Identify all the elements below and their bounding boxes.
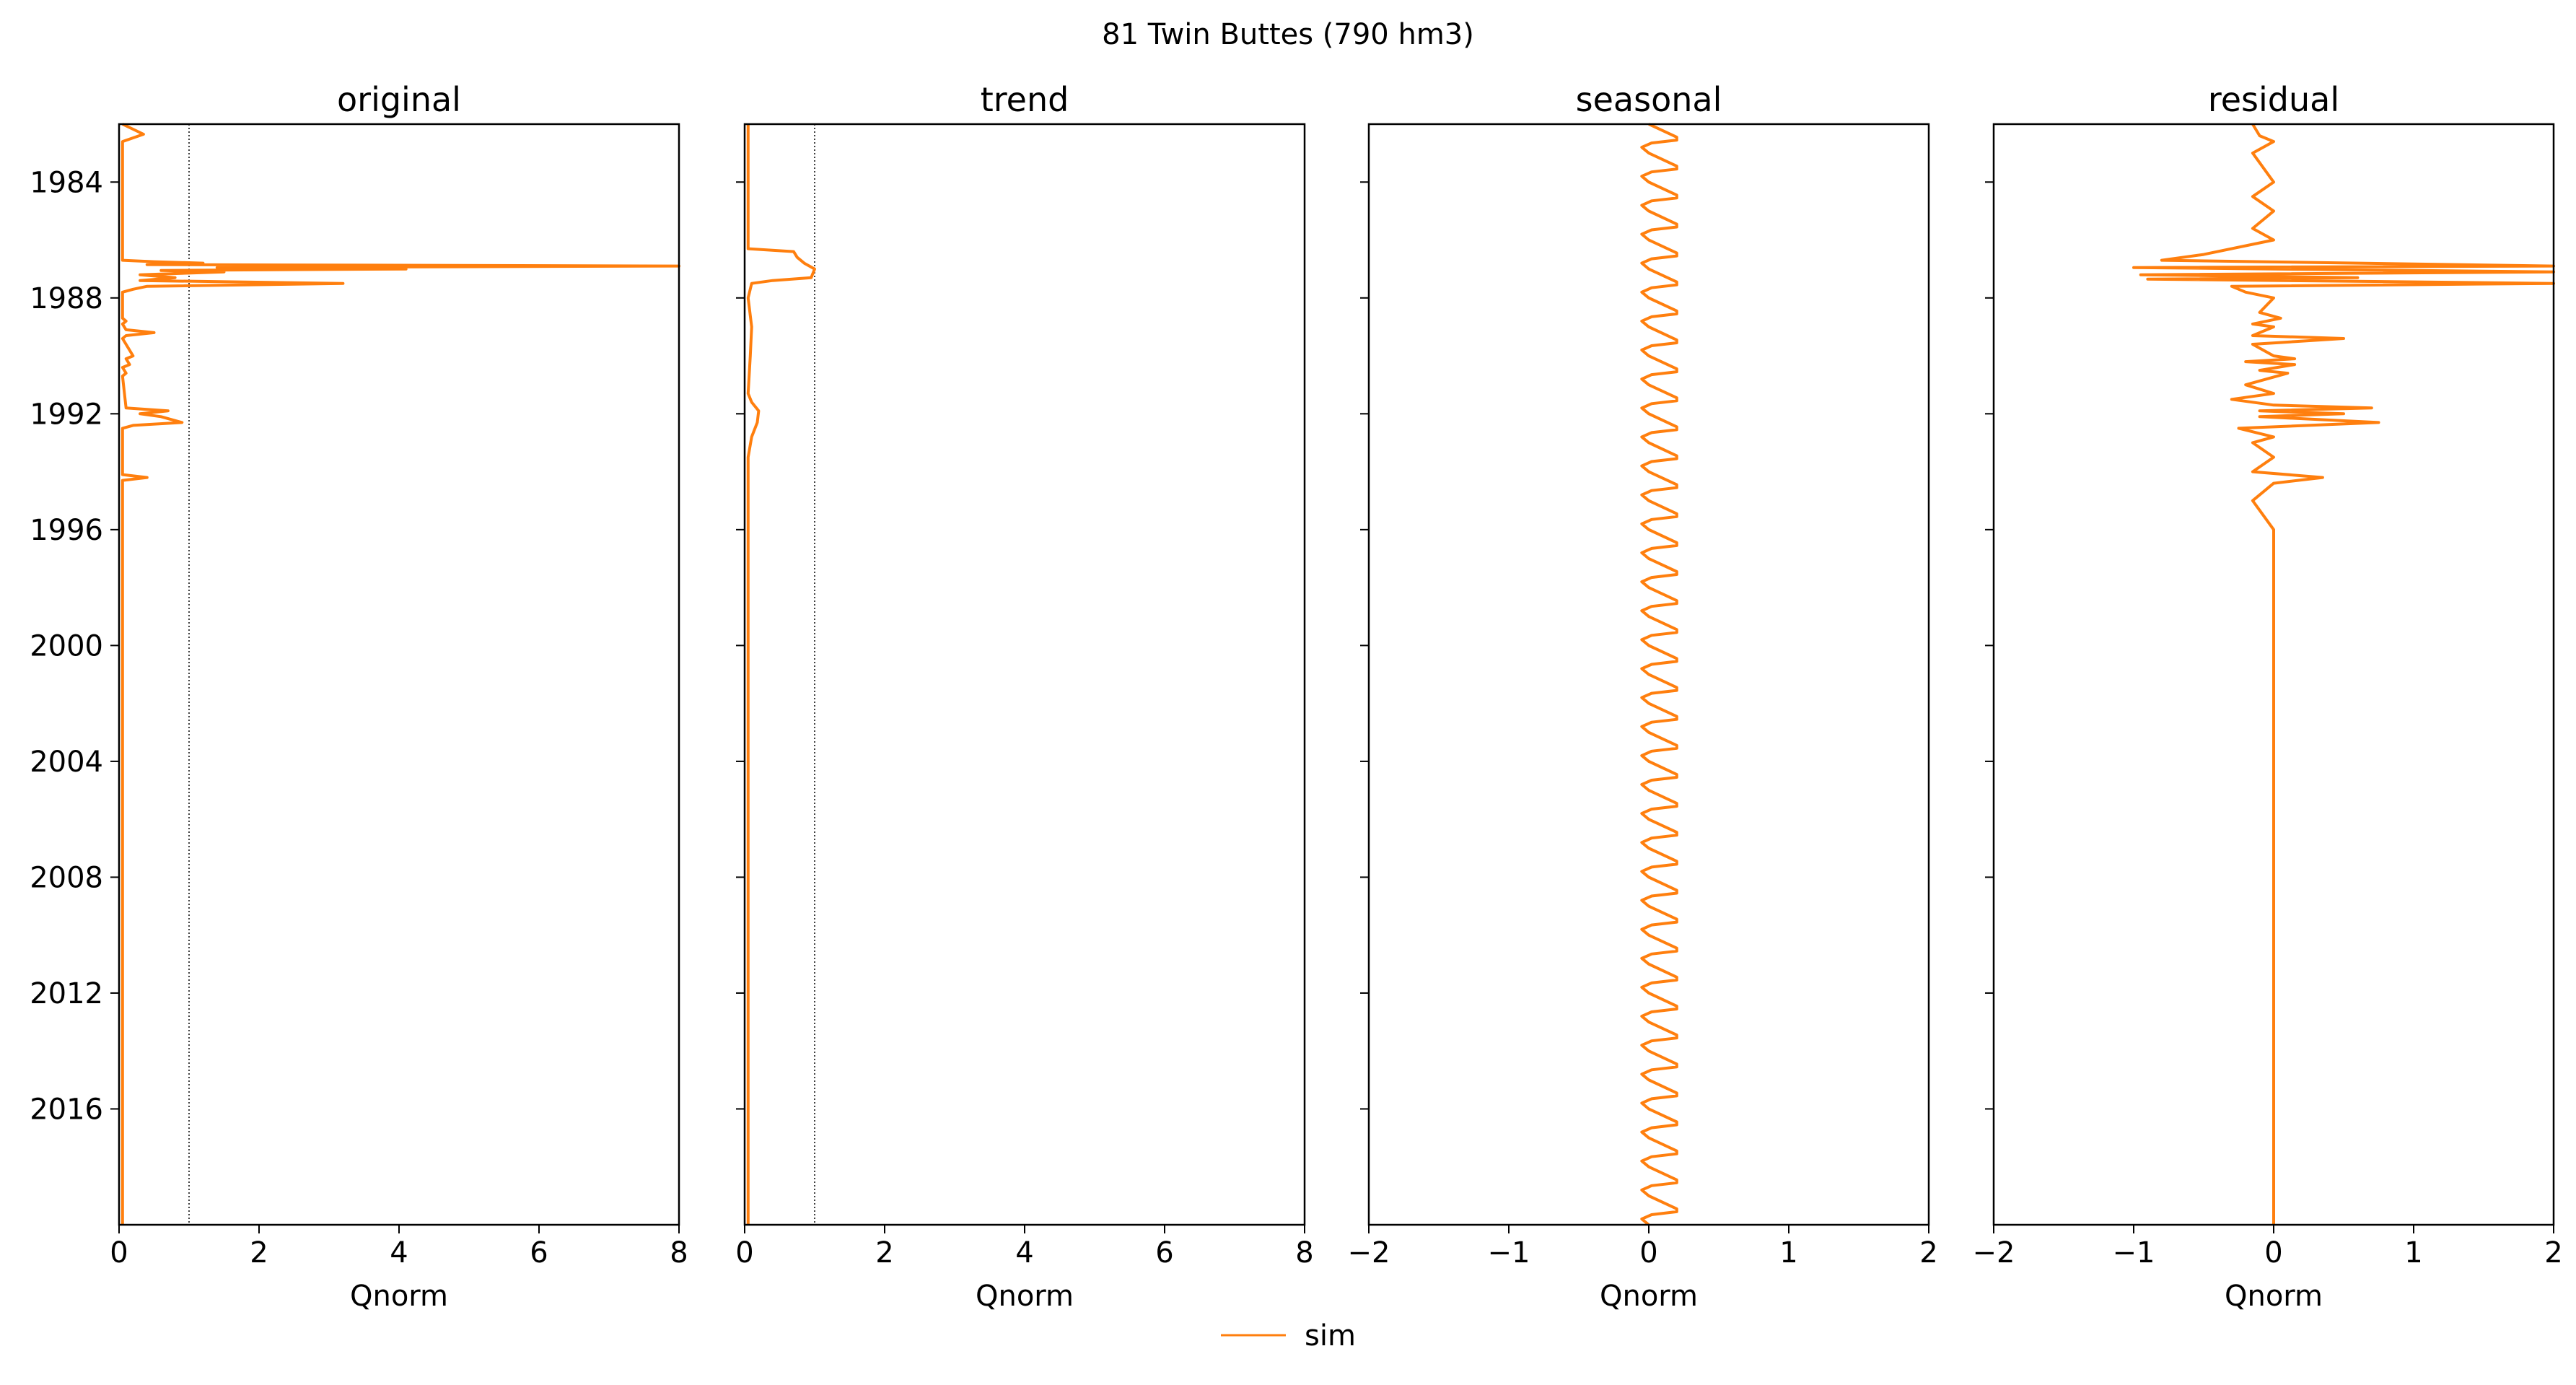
x-tick-label: 8 [1295,1236,1313,1270]
x-tick-label: 1 [1779,1236,1797,1270]
y-tick-label: 2000 [30,629,103,663]
legend: sim [1221,1319,1356,1353]
subplot-title: original [337,80,461,119]
y-tick-label: 1992 [30,398,103,431]
y-tick-label: 1988 [30,282,103,315]
x-tick-label: 2 [2544,1236,2562,1270]
subplot-trend: trend 0 2 4 6 8 Qnorm [735,80,1313,1313]
x-tick-label: −2 [1973,1236,2015,1270]
x-tick-label: 0 [110,1236,128,1270]
series-line-sim [2132,123,2555,1225]
subplot-original: original 0 2 4 6 8 Qnorm 1984 1988 1992 1996 2000 20… [30,80,688,1313]
figure-suptitle: 81 Twin Buttes (790 hm3) [1102,18,1474,51]
y-tick-label: 1996 [30,514,103,547]
x-tick-label: 0 [1639,1236,1657,1270]
x-tick-label: 2 [875,1236,893,1270]
x-tick-label: 1 [2404,1236,2422,1270]
subplot-residual: residual −2 −1 0 1 2 Qnorm [1973,80,2563,1313]
x-tick-label: −1 [2113,1236,2155,1270]
x-tick-label: 6 [1155,1236,1173,1270]
x-tick-label: 2 [250,1236,268,1270]
x-tick-label: 6 [530,1236,548,1270]
x-tick-label: 0 [735,1236,753,1270]
x-axis-label: Qnorm [976,1280,1074,1313]
legend-label-sim: sim [1305,1319,1356,1353]
y-tick-label: 2016 [30,1093,103,1126]
y-tick-label: 1984 [30,166,103,199]
subplot-title: residual [2208,80,2339,119]
subplot-title: seasonal [1576,80,1722,119]
x-tick-label: 8 [670,1236,688,1270]
x-axis-label: Qnorm [2225,1280,2323,1313]
x-axis-label: Qnorm [350,1280,448,1313]
x-tick-label: −1 [1488,1236,1530,1270]
subplot-title: trend [981,80,1069,119]
x-tick-label: 4 [1015,1236,1033,1270]
subplot-seasonal: seasonal −2 −1 0 1 2 Qnorm [1348,80,1938,1313]
x-axis-label: Qnorm [1600,1280,1698,1313]
series-line-sim [1640,123,1678,1226]
y-tick-label: 2004 [30,746,103,779]
x-tick-label: 2 [1919,1236,1937,1270]
y-tick-label: 2012 [30,977,103,1010]
x-tick-label: 4 [390,1236,408,1270]
x-tick-label: −2 [1348,1236,1390,1270]
x-tick-label: 0 [2264,1236,2282,1270]
y-tick-label: 2008 [30,861,103,894]
series-line-sim [746,124,816,1225]
